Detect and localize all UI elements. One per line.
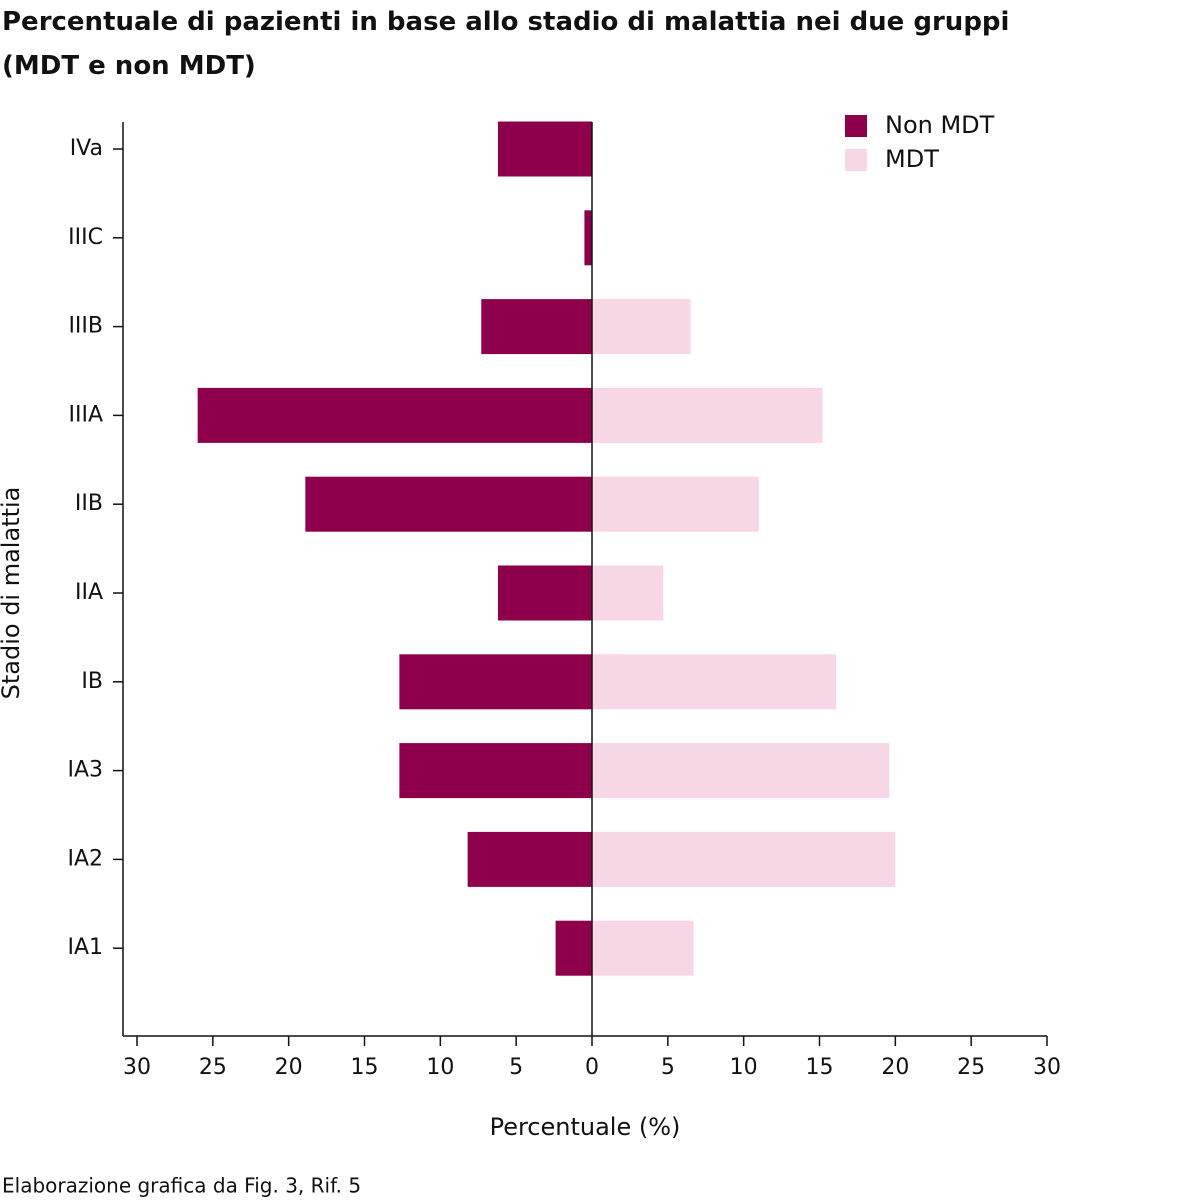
x-tick-label: 0 (585, 1055, 599, 1080)
bar (592, 654, 837, 710)
y-tick-label: IIIB (68, 314, 103, 339)
x-tick-label: 20 (275, 1055, 303, 1080)
bar (592, 476, 759, 532)
y-tick-label: IVa (70, 136, 103, 161)
x-tick-label: 30 (1033, 1055, 1061, 1080)
bar (592, 387, 823, 443)
legend-swatch (845, 115, 867, 137)
bar (555, 920, 592, 976)
x-tick-label: 10 (426, 1055, 454, 1080)
y-tick-label: IIIC (68, 225, 103, 250)
bar (592, 920, 694, 976)
y-tick-label: IA1 (67, 935, 103, 960)
bar (305, 476, 592, 532)
legend-label: MDT (885, 145, 939, 173)
x-tick-label: 10 (730, 1055, 758, 1080)
bar (592, 299, 691, 355)
bar (197, 387, 592, 443)
bar (467, 831, 592, 887)
y-axis-label: Stadio di malattia (0, 487, 25, 700)
bar (399, 654, 592, 710)
y-tick-label: IA2 (67, 846, 103, 871)
bar (481, 299, 592, 355)
x-tick-label: 15 (806, 1055, 834, 1080)
y-tick-label: IB (81, 669, 103, 694)
source-note: Elaborazione grafica da Fig. 3, Rif. 5 (2, 1174, 361, 1198)
x-tick-label: 5 (661, 1055, 675, 1080)
bar (592, 831, 896, 887)
x-tick-label: 25 (957, 1055, 985, 1080)
bar (592, 743, 890, 799)
bar (584, 210, 592, 266)
bar (399, 743, 592, 799)
y-tick-label: IIA (75, 580, 103, 605)
x-tick-label: 5 (509, 1055, 523, 1080)
bar (592, 565, 664, 621)
x-tick-label: 25 (199, 1055, 227, 1080)
y-tick-label: IA3 (67, 758, 103, 783)
x-tick-label: 15 (351, 1055, 379, 1080)
x-tick-label: 20 (881, 1055, 909, 1080)
legend-swatch (845, 149, 867, 171)
y-tick-label: IIIA (68, 402, 103, 427)
x-axis-label: Percentuale (%) (490, 1113, 681, 1141)
bar (497, 565, 592, 621)
bar (497, 121, 592, 177)
chart-title: Percentuale di pazienti in base allo sta… (2, 7, 1010, 81)
x-tick-label: 30 (123, 1055, 151, 1080)
y-tick-label: IIB (75, 491, 103, 516)
legend-label: Non MDT (885, 111, 995, 139)
